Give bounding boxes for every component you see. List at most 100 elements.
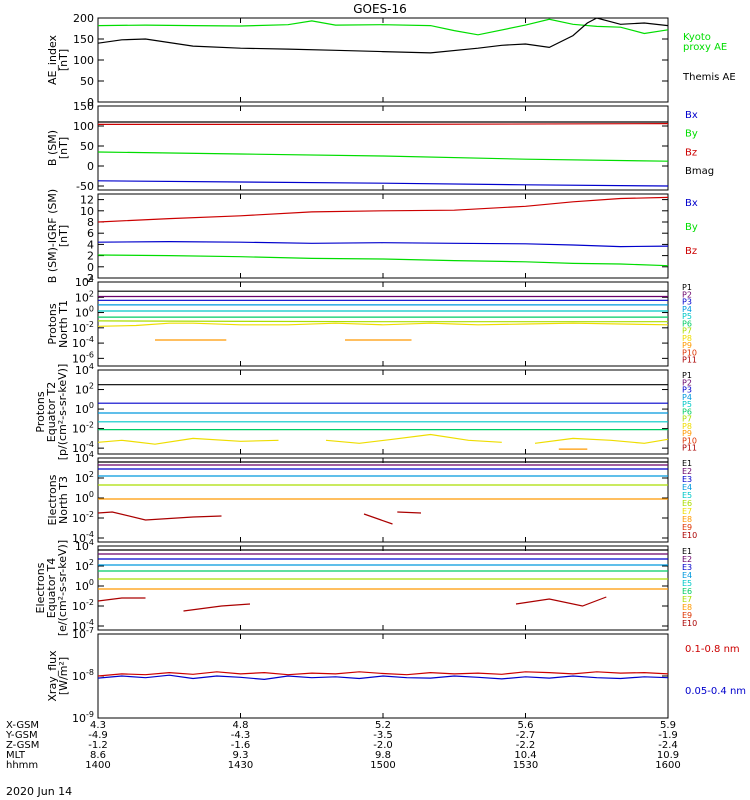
time-axis-value: 8.6 [90,750,106,761]
y-axis-label: [nT] [57,225,70,247]
series-line [98,322,668,327]
time-axis-value: -2.4 [658,740,678,751]
time-axis-value: 1430 [228,760,253,771]
time-axis-value: 4.3 [90,720,106,731]
y-tick-label: 6 [87,227,94,240]
panel-frame [97,457,669,543]
y-tick-label: 10-4 [72,618,94,633]
y-tick-label: 100 [75,401,94,416]
time-axis-value: -1.9 [658,730,678,741]
y-tick-label: 4 [87,238,94,251]
series-line [98,437,279,445]
legend-entry: E2 [682,555,692,564]
legend-entry: P6 [682,319,692,328]
date-label: 2020 Jun 14 [6,785,72,798]
legend-entry: E9 [682,523,692,532]
series-line [98,597,146,602]
y-tick-label: 102 [75,289,94,304]
y-tick-label: 100 [73,120,94,133]
time-axis-value: 5.2 [375,720,391,731]
legend-entry: P9 [682,341,692,350]
y-tick-label: 100 [75,490,94,505]
y-tick-label: 8 [87,216,94,229]
legend-entry: Bz [685,147,697,158]
legend-entry: P6 [682,407,692,416]
panel-frame [97,193,669,279]
y-axis-label: B (SM)-IGRF (SM) [46,189,59,283]
series-line [98,320,668,323]
y-tick-label: 10-2 [72,421,94,436]
legend-entry: P7 [682,415,692,424]
time-axis-row-label: hhmm [6,760,38,771]
legend-entry: Kyoto [683,32,711,43]
legend-entry: P10 [682,348,697,357]
legend-entry: E7 [682,595,692,604]
y-tick-label: 102 [75,558,94,573]
legend-entry: E8 [682,515,692,524]
time-axis-value: 1600 [655,760,680,771]
legend-entry: E1 [682,547,692,556]
y-tick-label: -50 [76,180,94,193]
time-axis-value: -3.5 [373,730,393,741]
legend-entry: P11 [682,444,697,453]
legend-entry: E4 [682,571,692,580]
legend-entry: E10 [682,531,697,540]
y-tick-label: 104 [75,274,94,289]
legend-entry: P5 [682,312,692,321]
legend-entry: P7 [682,327,692,336]
legend-entry: 0.05-0.4 nm [685,686,746,697]
y-tick-label: 50 [80,140,94,153]
y-tick-label: 200 [73,12,94,25]
legend-entry: E6 [682,587,692,596]
time-axis-value: -2.7 [516,730,536,741]
legend-entry: E6 [682,499,692,508]
y-tick-label: 10-6 [72,350,94,365]
time-axis-row-label: Z-GSM [6,740,39,751]
legend-entry: E9 [682,611,692,620]
time-axis-value: 9.8 [375,750,391,761]
legend-entry: E7 [682,507,692,516]
y-tick-label: 100 [75,305,94,320]
y-tick-label: 0 [87,160,94,173]
legend-entry: P11 [682,356,697,365]
time-axis-value: 1400 [85,760,110,771]
time-axis-value: -4.9 [88,730,108,741]
y-tick-label: 104 [75,450,94,465]
legend-entry: Bx [685,110,698,121]
panel-frame [97,17,669,103]
y-tick-label: 12 [80,194,94,207]
legend-entry: E8 [682,603,692,612]
y-axis-label: Xray_flux [46,650,59,702]
y-axis-label: [nT] [57,49,70,71]
legend-entry: E5 [682,491,692,500]
y-axis-label: North T3 [57,476,70,524]
legend-entry: P2 [682,378,692,387]
series-line [98,123,668,126]
series-line [325,433,502,444]
time-axis-labels: X-GSM 4.3 4.8 5.2 5.6 5.9Y-GSM -4.9 -4.3 -3.5 -2.… [5,720,681,771]
series-line [183,603,251,612]
series-line [98,511,222,521]
series-line [98,151,668,162]
y-tick-label: 10-2 [72,320,94,335]
legend-entry: E1 [682,459,692,468]
y-tick-label: 10-7 [72,626,94,641]
legend-entry: E3 [682,563,692,572]
time-axis-value: 10.4 [514,750,536,761]
legend-entry: By [685,222,698,233]
series-line [98,18,668,36]
series-line [534,437,668,444]
y-tick-label: 102 [75,382,94,397]
y-tick-label: 10 [80,205,94,218]
y-tick-label: 10-9 [72,710,94,725]
y-tick-label: 50 [80,75,94,88]
time-axis-value: -2.0 [373,740,393,751]
legend-entry: P3 [682,386,692,395]
time-axis-value: 10.9 [657,750,679,761]
y-tick-label: 0 [87,261,94,274]
y-tick-label: 150 [73,100,94,113]
time-axis-value: -4.3 [231,730,251,741]
series-line [98,674,668,681]
